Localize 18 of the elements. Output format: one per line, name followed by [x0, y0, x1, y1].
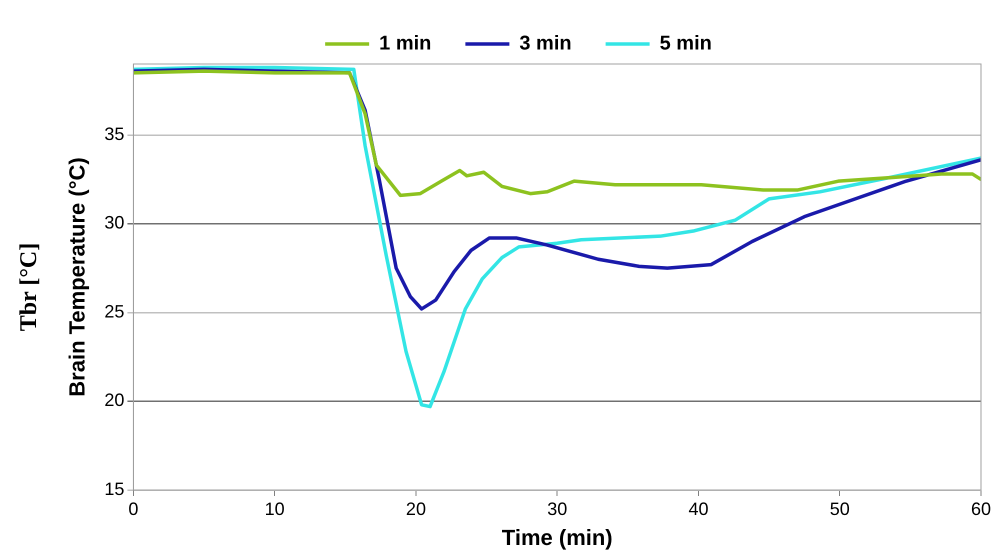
legend-label: 5 min	[660, 32, 712, 55]
text: Tbr [°C]	[16, 242, 42, 332]
x-tick-label: 0	[128, 498, 138, 519]
y-tick-label: 15	[104, 478, 124, 499]
x-tick-label: 20	[406, 498, 426, 519]
x-tick-label: 50	[830, 498, 850, 519]
x-tick-label: 40	[688, 498, 708, 519]
x-tick-label: 30	[547, 498, 568, 519]
y-tick-label: 20	[104, 390, 124, 410]
y-tick-label: 35	[104, 124, 124, 144]
x-tick-label: 60	[970, 498, 992, 519]
x-tick-label: 10	[264, 498, 285, 519]
x-axis-title: Time (min)	[502, 524, 613, 550]
y-tick-label: 25	[104, 301, 124, 322]
legend-label: 3 min	[519, 32, 572, 55]
y-axis-title: Brain Temperature (°C)	[64, 157, 90, 397]
y-tick-label: 30	[104, 212, 124, 233]
legend-label: 1 min	[379, 32, 432, 55]
